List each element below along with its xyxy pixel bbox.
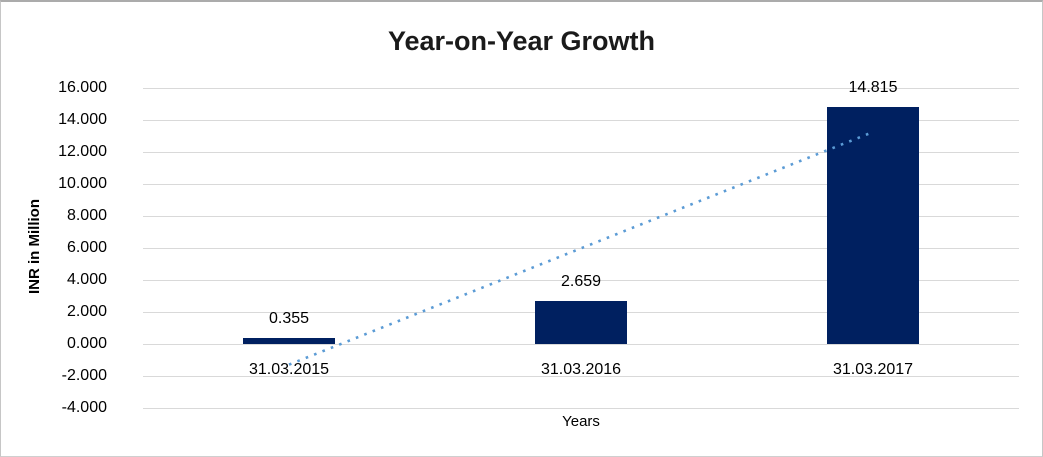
x-axis-title: Years [562, 413, 600, 430]
gridline [143, 407, 1019, 409]
gridline [143, 375, 1019, 377]
bar-value-label: 14.815 [848, 78, 898, 96]
y-tick-label: -2.000 [61, 367, 107, 384]
y-tick-label: 2.000 [66, 303, 107, 320]
x-tick-label: 31.03.2015 [248, 361, 330, 378]
y-tick-label: 12.000 [58, 143, 107, 160]
bar [243, 338, 335, 344]
gridline [143, 183, 1019, 185]
y-tick-label: 6.000 [66, 239, 107, 256]
y-tick-label: 14.000 [58, 111, 107, 128]
y-tick-label: 0.000 [66, 335, 107, 352]
x-tick-label: 31.03.2017 [832, 361, 914, 378]
gridline [143, 151, 1019, 153]
y-tick-label: 16.000 [58, 79, 107, 96]
y-tick-label: 8.000 [66, 207, 107, 224]
gridline [143, 215, 1019, 217]
trendline [288, 130, 874, 366]
x-tick-label: 31.03.2016 [540, 361, 622, 378]
bar-value-label: 2.659 [560, 273, 602, 291]
gridline [143, 87, 1019, 89]
y-tick-label: -4.000 [61, 399, 107, 416]
chart-title: Year-on-Year Growth [387, 26, 656, 56]
y-tick-label: 10.000 [58, 175, 107, 192]
bar [535, 301, 627, 344]
gridline [143, 343, 1019, 345]
gridline [143, 279, 1019, 281]
gridline [143, 247, 1019, 249]
trendline-svg [288, 130, 874, 366]
gridline [143, 119, 1019, 121]
bar [827, 106, 919, 344]
y-tick-label: 4.000 [66, 271, 107, 288]
plot-area: 16.000 14.000 12.000 10.000 8.000 6.000 4.000 2… [58, 79, 1019, 416]
bar-value-label: 0.355 [268, 310, 310, 328]
